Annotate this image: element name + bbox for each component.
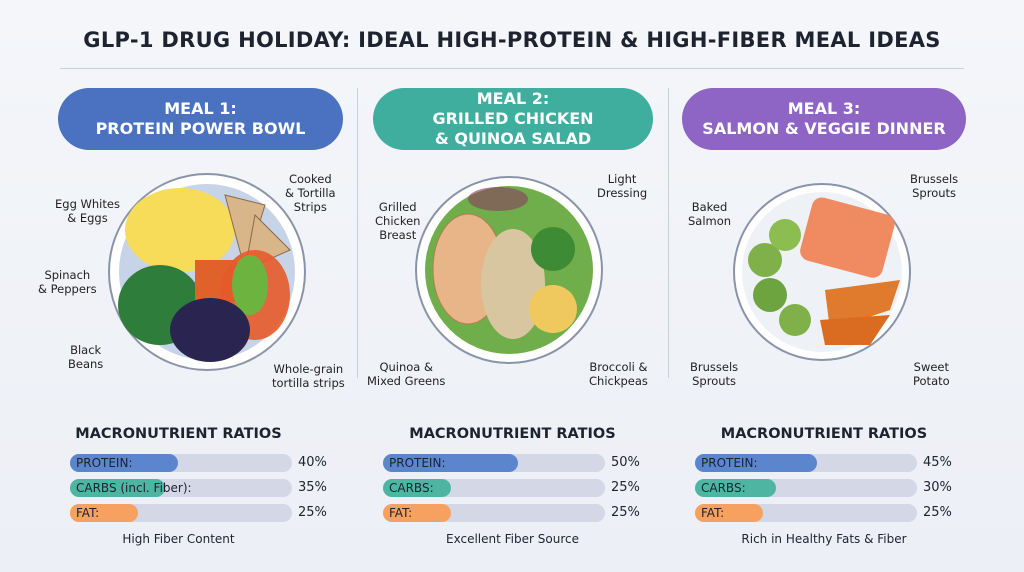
macro-label: PROTEIN:: [389, 456, 446, 470]
macro-fill-protein: [70, 454, 179, 472]
macro-row-fat: FAT: 25%: [695, 504, 965, 522]
macro-track: [383, 454, 605, 472]
meal-number: MEAL 2:: [476, 89, 550, 108]
salmon: [800, 197, 895, 278]
macro-label: PROTEIN:: [701, 456, 758, 470]
label-spinach-peppers: Spinach & Peppers: [38, 268, 97, 296]
black-beans: [170, 298, 250, 362]
macro-value: 45%: [923, 455, 952, 470]
macro-row-protein: PROTEIN: 45%: [695, 454, 965, 472]
macro-track: [70, 504, 292, 522]
macro-fill-carbs: [695, 479, 777, 497]
sweet-potato: [825, 280, 900, 330]
broccoli: [531, 227, 575, 271]
label-brussels-sprouts-2: Brussels Sprouts: [690, 360, 739, 388]
label-egg-whites: Egg Whites & Eggs: [55, 197, 120, 225]
meal-note: Excellent Fiber Source: [446, 532, 579, 546]
macro-value: 25%: [298, 505, 327, 520]
chicken-quinoa-plate: [415, 176, 603, 364]
title-divider: [60, 68, 964, 69]
macro-row-fat: FAT: 25%: [70, 504, 340, 522]
macro-value: 40%: [298, 455, 327, 470]
meal-note: High Fiber Content: [122, 532, 235, 546]
macro-value: 25%: [611, 505, 640, 520]
column-divider: [357, 88, 358, 378]
macro-label: CARBS:: [389, 481, 434, 495]
label-broccoli-chickpeas: Broccoli & Chickpeas: [589, 360, 648, 388]
macro-title: MACRONUTRIENT RATIOS: [720, 426, 928, 442]
macro-value: 25%: [923, 505, 952, 520]
meal-number: MEAL 1:: [164, 99, 237, 118]
macro-fill-carbs: [70, 479, 165, 497]
macro-row-protein: PROTEIN: 40%: [70, 454, 340, 472]
label-quinoa-greens: Quinoa & Mixed Greens: [367, 360, 446, 388]
macro-title: MACRONUTRIENT RATIOS: [75, 426, 282, 442]
quinoa: [481, 229, 545, 339]
macro-row-carbs: CARBS: 30%: [695, 479, 965, 497]
macro-label: PROTEIN:: [76, 456, 133, 470]
meal-1-header: MEAL 1: PROTEIN POWER BOWL: [58, 88, 343, 150]
label-black-beans: Black Beans: [68, 343, 104, 371]
macro-label: FAT:: [389, 506, 413, 520]
macro-value: 30%: [923, 480, 952, 495]
macro-value: 25%: [611, 480, 640, 495]
macro-fill-protein: [695, 454, 817, 472]
chickpeas: [529, 285, 577, 333]
meal-number: MEAL 3:: [787, 99, 861, 118]
meal-name: SALMON & VEGGIE DINNER: [702, 119, 946, 138]
meal-note: Rich in Healthy Fats & Fiber: [741, 532, 907, 546]
macro-value: 35%: [298, 480, 327, 495]
label-tortilla-strips: Cooked & Tortilla Strips: [285, 172, 336, 214]
column-divider: [668, 88, 669, 378]
macro-title: MACRONUTRIENT RATIOS: [409, 426, 616, 442]
brussels-sprouts: [748, 243, 782, 277]
macro-label: FAT:: [76, 506, 100, 520]
meal-name: GRILLED CHICKEN: [432, 109, 594, 128]
meal-2-column: MEAL 2: GRILLED CHICKEN & QUINOA SALAD G…: [357, 80, 668, 560]
macro-label: FAT:: [701, 506, 725, 520]
macro-row-carbs: CARBS: 25%: [383, 479, 653, 497]
macro-fill-fat: [695, 504, 763, 522]
macro-row-fat: FAT: 25%: [383, 504, 653, 522]
meal-3-header: MEAL 3: SALMON & VEGGIE DINNER: [682, 88, 966, 150]
macro-track: [70, 454, 292, 472]
label-brussels-sprouts: Brussels Sprouts: [910, 172, 959, 200]
macro-track: [383, 479, 605, 497]
meal-2-header: MEAL 2: GRILLED CHICKEN & QUINOA SALAD: [373, 88, 653, 150]
macro-fill-carbs: [383, 479, 451, 497]
macro-track: [383, 504, 605, 522]
eggs: [125, 188, 235, 272]
label-grilled-chicken: Grilled Chicken Breast: [375, 200, 421, 242]
macro-fill-protein: [383, 454, 519, 472]
macro-label: CARBS (incl. Fiber):: [76, 481, 192, 495]
meal-name-line-2: & QUINOA SALAD: [434, 129, 592, 148]
label-whole-grain-strips: Whole-grain tortilla strips: [272, 362, 345, 390]
label-sweet-potato: Sweet Potato: [913, 360, 950, 388]
page-title: GLP-1 DRUG HOLIDAY: IDEAL HIGH-PROTEIN &…: [83, 28, 941, 52]
label-light-dressing: Light Dressing: [597, 172, 648, 200]
meal-1-column: MEAL 1: PROTEIN POWER BOWL Egg Whites & …: [0, 80, 357, 560]
protein-bowl-plate: [108, 173, 306, 371]
macro-track: [695, 504, 917, 522]
meal-name: PROTEIN POWER BOWL: [95, 119, 306, 138]
macro-label: CARBS:: [701, 481, 746, 495]
macro-row-protein: PROTEIN: 50%: [383, 454, 653, 472]
meal-3-column: MEAL 3: SALMON & VEGGIE DINNER Baked Sal…: [668, 80, 1024, 560]
macro-track: [695, 479, 917, 497]
macro-track: [70, 479, 292, 497]
macro-track: [695, 454, 917, 472]
salmon-veggie-plate: [733, 183, 911, 361]
label-baked-salmon: Baked Salmon: [688, 200, 732, 228]
macro-row-carbs: CARBS (incl. Fiber): 35%: [70, 479, 340, 497]
macro-fill-fat: [383, 504, 451, 522]
macro-fill-fat: [70, 504, 138, 522]
macro-value: 50%: [611, 455, 640, 470]
